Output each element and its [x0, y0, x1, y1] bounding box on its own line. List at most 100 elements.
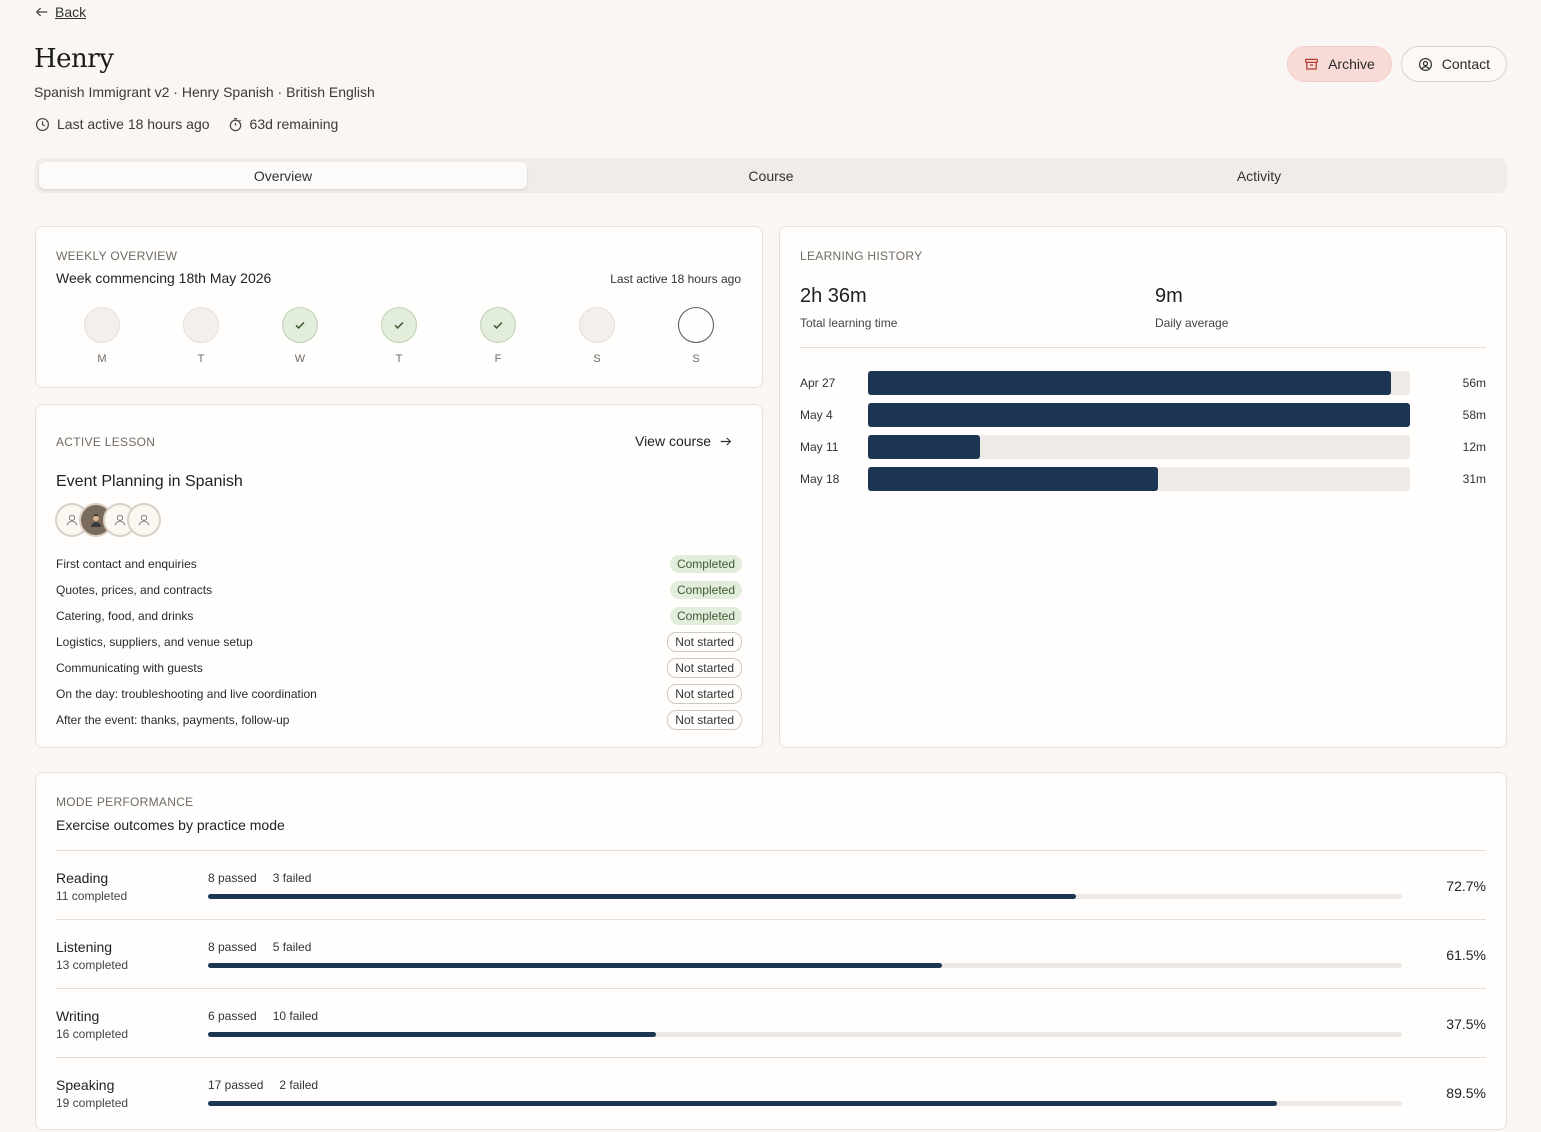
total-learning-stat: 2h 36m Total learning time [800, 285, 897, 330]
day-item: T [381, 307, 417, 365]
total-learning-label: Total learning time [800, 316, 898, 330]
lesson-unit-row[interactable]: Communicating with guests Not started [56, 655, 742, 681]
day-circle [678, 307, 714, 343]
active-lesson-card: ACTIVE LESSON View course Event Planning… [35, 404, 763, 748]
history-value: 58m [1462, 408, 1486, 422]
day-label: F [494, 353, 502, 365]
day-label: T [395, 353, 403, 365]
mode-row: Reading 11 completed 8 passed 3 failed 72.7% [56, 850, 1486, 919]
mode-row: Listening 13 completed 8 passed 5 failed 61.… [56, 919, 1486, 988]
mode-failed: 2 failed [279, 1078, 319, 1092]
timer-icon [229, 117, 241, 131]
mode-passed: 8 passed [208, 871, 257, 885]
user-icon [66, 514, 78, 526]
lesson-unit-name: Catering, food, and drinks [56, 609, 194, 623]
mode-completed-count: 13 completed [56, 958, 129, 972]
mode-name: Speaking [56, 1077, 115, 1093]
day-item: M [84, 307, 120, 365]
history-bar [868, 467, 1158, 491]
view-course-link[interactable]: View course [635, 433, 732, 449]
history-date: May 11 [800, 440, 839, 454]
day-label: M [97, 353, 107, 365]
lesson-unit-list: First contact and enquiries Completed Quot… [56, 551, 742, 733]
header-actions: Archive Contact [1287, 46, 1507, 82]
user-icon [114, 514, 126, 526]
modes-heading: MODE PERFORMANCE [56, 795, 194, 809]
daily-average-stat: 9m Daily average [1155, 285, 1228, 330]
status-badge: Not started [667, 658, 742, 678]
back-link[interactable]: Back [35, 4, 86, 20]
history-value: 56m [1462, 376, 1486, 390]
tab-activity[interactable]: Activity [1236, 167, 1282, 184]
archive-label: Archive [1328, 56, 1375, 72]
mode-name: Writing [56, 1008, 100, 1024]
total-learning-value: 2h 36m [800, 285, 867, 307]
lesson-unit-row[interactable]: Logistics, suppliers, and venue setup Not… [56, 629, 742, 655]
mode-completed-count: 11 completed [56, 889, 128, 903]
remaining-text: 63d remaining [249, 116, 339, 132]
day-circle [282, 307, 318, 343]
day-circle [183, 307, 219, 343]
modes-subtitle: Exercise outcomes by practice mode [56, 817, 285, 833]
mode-failed: 3 failed [272, 871, 312, 885]
check-icon [295, 321, 305, 329]
mode-list: Reading 11 completed 8 passed 3 failed 72.7%… [56, 850, 1486, 1126]
day-circle [381, 307, 417, 343]
lesson-unit-row[interactable]: Catering, food, and drinks Completed [56, 603, 742, 629]
tab-overview[interactable]: Overview [39, 162, 527, 189]
mode-completed-count: 16 completed [56, 1027, 129, 1041]
mode-performance-card: MODE PERFORMANCE Exercise outcomes by pr… [35, 772, 1507, 1130]
day-item: W [282, 307, 318, 365]
mode-progress-bar [208, 1101, 1277, 1106]
check-icon [493, 321, 503, 329]
mode-stats: 8 passed 5 failed [208, 940, 311, 954]
history-bar [868, 371, 1392, 395]
mode-row: Speaking 19 completed 17 passed 2 failed 89.… [56, 1057, 1486, 1126]
history-bar [868, 403, 1410, 427]
user-icon [138, 514, 150, 526]
lesson-title: Event Planning in Spanish [56, 473, 243, 490]
mode-progress-bar [208, 894, 1077, 899]
day-circle [579, 307, 615, 343]
user-circle-icon [1418, 57, 1432, 71]
clock-icon [35, 117, 50, 131]
contact-button[interactable]: Contact [1400, 46, 1507, 82]
lesson-unit-name: After the event: thanks, payments, follo… [56, 713, 290, 727]
page-subtitle: Spanish Immigrant v2 · Henry Spanish · B… [34, 84, 375, 100]
status-badge: Completed [669, 581, 742, 599]
lesson-unit-row[interactable]: On the day: troubleshooting and live coo… [56, 681, 742, 707]
lesson-heading: ACTIVE LESSON [56, 435, 156, 449]
mode-progress-bar [208, 963, 943, 968]
remaining-info: 63d remaining [228, 116, 339, 132]
lesson-unit-row[interactable]: First contact and enquiries Completed [56, 551, 742, 577]
lesson-unit-row[interactable]: Quotes, prices, and contracts Completed [56, 577, 742, 603]
lesson-unit-row[interactable]: After the event: thanks, payments, follo… [56, 707, 742, 733]
history-bar [868, 435, 981, 459]
person-photo-icon [90, 514, 102, 527]
mode-stats: 17 passed 2 failed [208, 1078, 318, 1092]
mode-completed-count: 19 completed [56, 1096, 129, 1110]
mode-pass-rate: 61.5% [1446, 947, 1486, 963]
history-bar-track [868, 371, 1410, 395]
day-item: F [480, 307, 516, 365]
lesson-unit-name: Quotes, prices, and contracts [56, 583, 213, 597]
history-date: May 18 [800, 472, 840, 486]
day-item: S [678, 307, 714, 365]
mode-failed: 5 failed [272, 940, 312, 954]
archive-button[interactable]: Archive [1287, 46, 1392, 82]
history-bar-track [868, 435, 1410, 459]
lesson-unit-name: On the day: troubleshooting and live coo… [56, 687, 317, 701]
weekly-heading: WEEKLY OVERVIEW [56, 249, 178, 263]
history-row: May 11 12m [800, 431, 1486, 463]
week-title: Week commencing 18th May 2026 [56, 270, 272, 286]
history-row: Apr 27 56m [800, 367, 1486, 399]
tab-course[interactable]: Course [748, 167, 794, 184]
meta-row: Last active 18 hours ago 63d remaining [35, 116, 338, 132]
view-course-label: View course [634, 433, 711, 449]
history-date: May 4 [800, 408, 833, 422]
status-badge: Completed [669, 607, 742, 625]
history-bar-track [868, 467, 1410, 491]
day-label: S [692, 353, 700, 365]
day-circle [480, 307, 516, 343]
mode-passed: 8 passed [208, 940, 257, 954]
